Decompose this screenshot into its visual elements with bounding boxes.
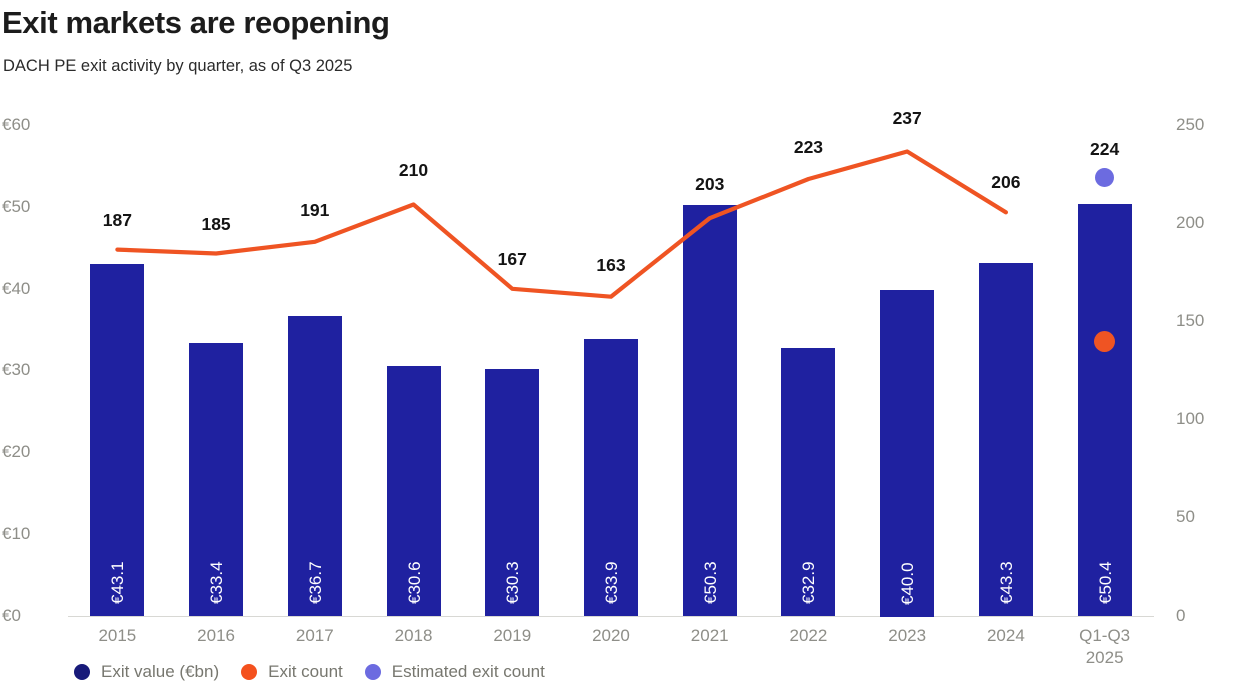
x-axis-category-label: 2022 [759, 625, 858, 647]
bar-value-label: €32.9 [799, 561, 819, 605]
bar-exit-value[interactable]: €33.4 [189, 343, 244, 617]
x-axis-category-label: 2016 [167, 625, 266, 647]
y-axis-right-tick: 50 [1176, 507, 1195, 527]
bar-exit-value[interactable]: €50.4 [1077, 204, 1132, 617]
y-axis-left-tick: €10 [2, 523, 31, 543]
x-axis-category-line: 2025 [1085, 648, 1124, 667]
bar-exit-value[interactable]: €43.3 [978, 262, 1033, 617]
legend-label: Exit value (€bn) [101, 662, 220, 681]
x-axis-category-line: 2022 [789, 626, 828, 645]
y-axis-left-tick: €20 [2, 442, 31, 461]
x-axis-category-label: 2015 [68, 625, 167, 647]
bar-exit-value[interactable]: €30.3 [485, 368, 540, 617]
x-axis-category-line: 2024 [986, 626, 1025, 645]
legend-label: Estimated exit count [391, 662, 545, 681]
estimated-exit-count-dot[interactable] [1095, 167, 1115, 187]
line-value-label: 167 [497, 248, 527, 269]
bar-exit-value[interactable]: €32.9 [781, 347, 836, 617]
y-axis-right-tick: 150 [1176, 311, 1205, 331]
bar-value-label: €36.7 [305, 561, 325, 605]
bar-value-label: €43.1 [108, 561, 128, 605]
bar-exit-value[interactable]: €33.9 [584, 339, 638, 617]
x-axis-category-line: 2023 [888, 626, 927, 645]
y-axis-left-tick: €40 [2, 278, 31, 298]
legend-dot-icon [241, 664, 258, 680]
y-axis-right-tick: 250 [1176, 115, 1205, 134]
legend-item[interactable]: Exit value (€bn) [74, 662, 219, 682]
bar-exit-value[interactable]: €50.3 [682, 205, 737, 617]
bar-value-label: €33.9 [602, 561, 621, 605]
x-axis-category-label: 2023 [858, 625, 957, 647]
exit-count-line [115, 149, 1009, 299]
x-axis-category-line: 2020 [592, 626, 630, 645]
bar-exit-value[interactable]: €30.6 [386, 366, 441, 617]
x-axis-category-label: 2024 [957, 625, 1056, 647]
y-axis-left-tick: €60 [2, 115, 31, 134]
y-axis-left-tick: €30 [2, 360, 31, 380]
x-axis-category-label: 2018 [364, 625, 463, 647]
bar-value-label: €30.3 [503, 561, 523, 605]
x-axis-category-label: 2017 [265, 625, 364, 647]
x-axis-category-line: 2016 [197, 626, 235, 645]
page-subtitle: DACH PE exit activity by quarter, as of … [3, 57, 353, 75]
y-axis-right-tick: 0 [1176, 605, 1186, 625]
line-value-label: 203 [695, 174, 725, 195]
legend-dot-icon [74, 664, 90, 680]
chart-legend: Exit value (€bn) Exit count Estimated exit… [74, 662, 567, 682]
x-axis-category-line: 2015 [98, 626, 137, 645]
line-value-label: 187 [102, 209, 132, 230]
line-value-label: 163 [596, 254, 626, 275]
bar-exit-value[interactable]: €43.1 [90, 264, 145, 617]
x-axis-category-label: 2019 [463, 625, 562, 647]
y-axis-left-tick: €0 [2, 605, 21, 625]
x-axis-category-line: 2021 [690, 626, 729, 645]
x-axis-category-line: 2017 [295, 626, 334, 645]
bar-value-label: €30.6 [404, 561, 424, 605]
line-value-label: 191 [300, 199, 330, 220]
legend-item[interactable]: Exit count [241, 662, 343, 682]
line-value-label: 210 [398, 160, 429, 181]
y-axis-left-tick: €50 [2, 196, 31, 216]
bar-exit-value[interactable]: €36.7 [287, 316, 342, 617]
bar-value-label: €50.4 [1095, 561, 1115, 605]
y-axis-right-tick: 100 [1176, 409, 1205, 429]
x-axis-baseline [68, 616, 1154, 617]
line-value-label: 206 [991, 172, 1021, 193]
x-axis-category-line: 2019 [493, 626, 532, 645]
line-value-label: 223 [793, 136, 824, 157]
line-value-label: 185 [201, 213, 231, 234]
x-axis-category-label: 2021 [660, 625, 759, 647]
bar-value-label: €50.3 [700, 561, 720, 605]
y-axis-right-tick: 200 [1176, 213, 1205, 233]
x-axis-category-label: 2020 [562, 625, 661, 647]
estimated-exit-count-label: 224 [1090, 139, 1120, 159]
page-title: Exit markets are reopening [2, 5, 390, 40]
x-axis-category-line: 2018 [394, 626, 433, 645]
bar-exit-value[interactable]: €40.0 [880, 289, 935, 617]
bar-value-label: €43.3 [996, 561, 1016, 605]
line-value-label: 237 [892, 107, 922, 128]
bar-value-label: €33.4 [207, 561, 227, 605]
bar-value-label: €40.0 [898, 561, 918, 605]
legend-item[interactable]: Estimated exit count [364, 662, 545, 682]
x-axis-category-line: Q1-Q3 [1079, 626, 1131, 645]
legend-dot-icon [364, 664, 381, 680]
exit-count-marker-dot[interactable] [1094, 331, 1116, 353]
legend-label: Exit count [268, 662, 343, 681]
x-axis-category-label: Q1-Q3 2025 [1055, 625, 1154, 669]
